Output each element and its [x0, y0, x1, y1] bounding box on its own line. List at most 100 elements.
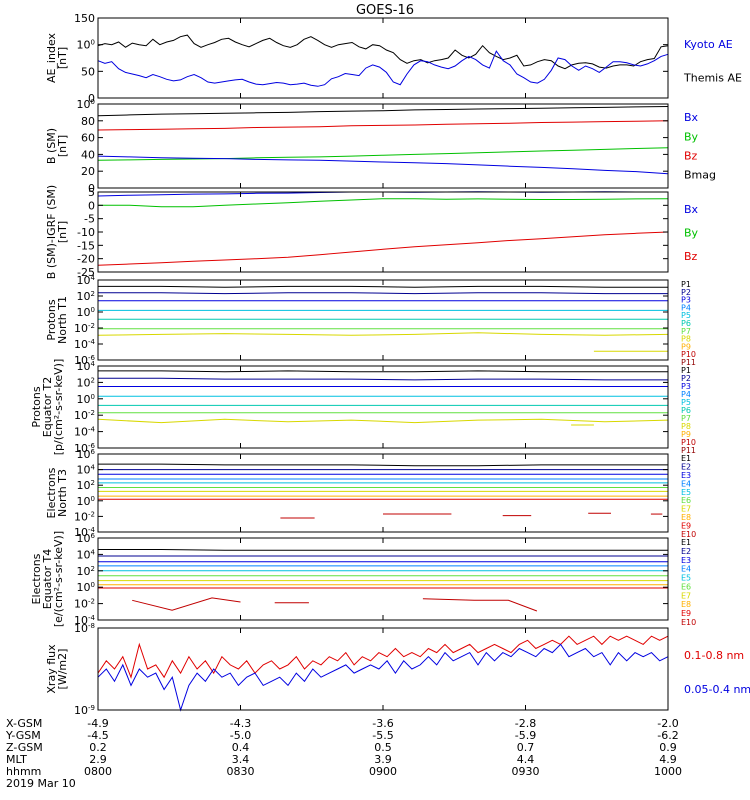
legend-entry: P2	[681, 374, 691, 383]
legend-entry: 0.05-0.4 nm	[684, 683, 750, 696]
x-tick-label: 0.2	[89, 741, 107, 754]
panel-frame	[97, 279, 669, 361]
figure-title: GOES-16	[356, 3, 414, 18]
y-tick-label: 100	[77, 39, 95, 52]
y-axis-label: North T1	[56, 296, 69, 344]
y-tick-label: 102	[77, 479, 95, 492]
legend-entry: E5	[681, 574, 691, 583]
y-tick-label: 100	[77, 306, 95, 319]
panel-bsm: 0 20 40 60 80 100 B (SM)[nT] Bx By Bz Bmag	[45, 98, 716, 195]
legend-entry: Themis AE	[683, 71, 742, 84]
legend-entry: P7	[681, 327, 691, 336]
x-tick-label: -3.6	[372, 717, 393, 730]
x-tick-label: 4.4	[517, 753, 535, 766]
x-tick-label: 0.5	[374, 741, 392, 754]
x-tick-label: -5.0	[230, 729, 251, 742]
x-tick-label: 0.7	[517, 741, 535, 754]
y-tick-label: 104	[77, 274, 96, 287]
y-tick-label: -15	[77, 239, 95, 252]
legend-entry: P11	[681, 358, 696, 367]
legend-entry: E10	[681, 618, 696, 627]
x-tick-label: -2.8	[515, 717, 536, 730]
y-tick-label: 10-2	[74, 409, 95, 422]
legend-entry: E1	[681, 454, 691, 463]
series-line-ee-0	[98, 549, 668, 551]
segment-ee-2	[422, 598, 538, 612]
y-tick-label: 10-2	[74, 598, 95, 611]
y-axis-label: Protons	[30, 386, 43, 427]
legend-entry: P9	[681, 430, 691, 439]
y-axis-label: Electrons	[30, 553, 43, 604]
y-tick-label: 60	[81, 132, 95, 145]
y-tick-label: 0	[88, 182, 95, 195]
panel-xray: 10-9 10-8 Xray flux[W/m2] 0.1-0.8 nm 0.05-0.…	[45, 622, 750, 717]
x-tick-label: 0.4	[232, 741, 250, 754]
y-tick-label: 50	[81, 65, 95, 78]
y-tick-label: 100	[77, 581, 95, 594]
legend-entry: E2	[681, 462, 691, 471]
legend-entry: E1	[681, 538, 691, 547]
x-tick-label: 3.9	[374, 753, 392, 766]
y-tick-label: 0	[88, 92, 95, 105]
y-tick-label: -5	[84, 213, 95, 226]
x-tick-label: -4.9	[87, 717, 108, 730]
x-tick-label: -4.5	[87, 729, 108, 742]
x-tick-label: 0800	[84, 765, 112, 778]
x-tick-label: 0930	[512, 765, 540, 778]
legend-entry: E6	[681, 582, 691, 591]
legend-entry: E7	[681, 505, 691, 514]
y-tick-label: 10-4	[74, 426, 96, 439]
series-line-xray-1	[97, 643, 669, 712]
y-tick-label: 106	[77, 448, 96, 461]
y-tick-label: -20	[77, 253, 95, 266]
x-tick-label: 1000	[654, 765, 682, 778]
legend-entry: E10	[681, 530, 696, 539]
y-tick-label: 20	[81, 165, 95, 178]
x-tick-label: 0830	[227, 765, 255, 778]
legend-entry: P5	[681, 398, 691, 407]
y-axis-label: [e/(cm²-s-sr-keV)]	[52, 531, 65, 627]
legend-entry: By	[684, 130, 699, 143]
y-axis-label: B (SM)-IGRF (SM)	[45, 185, 58, 279]
y-tick-label: 102	[77, 565, 95, 578]
series-line-en-0	[98, 463, 668, 467]
series-line-bsm-2	[97, 147, 669, 161]
y-tick-label: 10-2	[74, 322, 95, 335]
row-label: hhmm	[6, 765, 41, 778]
row-label: Z-GSM	[6, 741, 43, 754]
y-tick-label: 100	[77, 495, 95, 508]
y-tick-label: 0	[88, 199, 95, 212]
legend-entry: E7	[681, 591, 691, 600]
y-axis-label: Protons	[45, 299, 58, 340]
y-tick-label: 10-6	[74, 354, 96, 367]
legend-entry: P6	[681, 319, 691, 328]
series-line-pe-0	[98, 370, 668, 373]
row-label: MLT	[6, 753, 27, 766]
legend-entry: E8	[681, 600, 691, 609]
legend-entry: P10	[681, 438, 696, 447]
series-line-pn-0	[98, 285, 668, 288]
x-tick-label: -4.3	[230, 717, 251, 730]
legend-entry: Kyoto AE	[684, 38, 733, 51]
legend-entry: P3	[681, 296, 691, 305]
legend-entry: P7	[681, 414, 691, 423]
x-tick-label: 2.9	[89, 753, 107, 766]
legend-entry: P3	[681, 382, 691, 391]
legend-entry: P4	[681, 390, 691, 399]
x-tick-label: -6.2	[657, 729, 678, 742]
y-axis-label: [p/(cm²-s-sr-keV)]	[52, 359, 65, 456]
series-line-ae-1	[97, 50, 669, 87]
y-tick-label: 5	[88, 186, 95, 199]
panel-frame	[97, 17, 669, 99]
y-tick-label: 10-4	[74, 526, 96, 539]
series-line-pn-6	[97, 332, 669, 336]
y-tick-label: 10-9	[74, 704, 95, 717]
x-tick-label: -5.5	[372, 729, 393, 742]
y-tick-label: 80	[81, 115, 95, 128]
date-label: 2019 Mar 10	[6, 777, 76, 790]
